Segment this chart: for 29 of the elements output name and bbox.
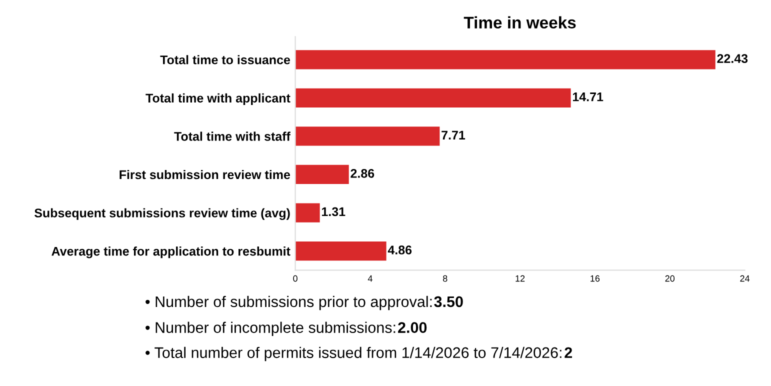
data-label: 2.86: [350, 168, 374, 178]
chart-title: Time in weeks: [464, 16, 576, 28]
x-tick-label: 16: [590, 275, 600, 282]
y-tick-label: First submission review time: [120, 170, 290, 180]
bar: [295, 164, 349, 184]
y-tick-label: Total time with applicant: [146, 93, 290, 106]
y-tick-label: Total time to issuance: [160, 55, 290, 64]
bar: [295, 88, 571, 108]
x-tick-label: 4: [368, 275, 372, 282]
y-tick-label: Total time with staff: [174, 132, 290, 141]
bar: [295, 50, 716, 70]
y-tick-label: Subsequent submissions review time (avg): [34, 208, 290, 220]
bar: [295, 241, 386, 261]
data-label: 4.86: [388, 246, 412, 254]
data-label: 7.71: [442, 130, 466, 140]
x-tick-label: 0: [293, 275, 298, 282]
data-label: 1.31: [322, 207, 346, 216]
bar: [295, 126, 440, 146]
text: • Total number of permits issued from 1/14/2026 to 7/14/2026: 2: [146, 346, 572, 362]
text: • Number of incomplete submissions: 2.00: [146, 322, 427, 336]
x-tick-label: 24: [740, 275, 750, 282]
bar: [295, 203, 320, 222]
y-tick-label: Average time for application to resbumit: [52, 246, 290, 258]
data-label: 22.43: [717, 54, 748, 64]
text: • Number of submissions prior to approval: 3.50: [146, 296, 463, 310]
x-tick-label: 12: [516, 275, 525, 282]
x-tick-label: 8: [443, 275, 448, 282]
x-tick-label: 20: [665, 275, 675, 282]
data-label: 14.71: [572, 92, 604, 102]
